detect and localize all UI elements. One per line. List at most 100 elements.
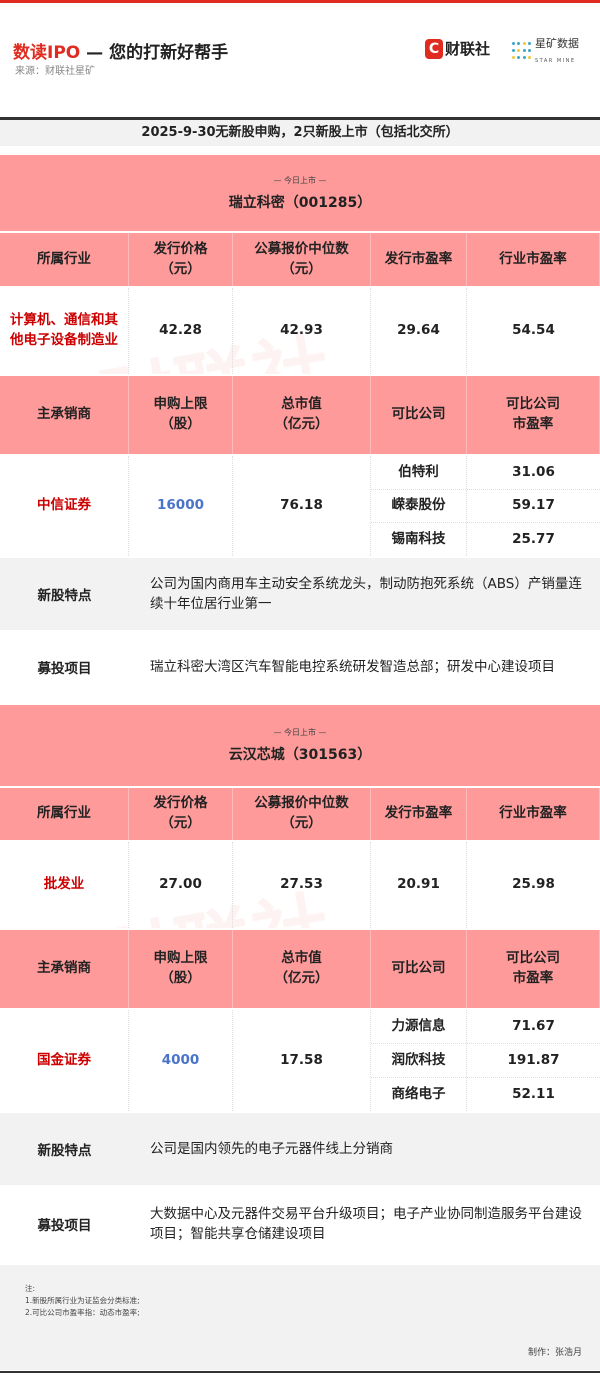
limit-value: 16000 (129, 456, 233, 556)
header-row: 主承销商 申购上限 （股） 总市值 （亿元） 可比公司 可比公司 市盈率 (0, 930, 600, 1010)
projects-row: 募投项目 瑞立科密大湾区汽车智能电控系统研发智造总部；研发中心建设项目 (0, 630, 600, 704)
data-row: 国金证券 4000 17.58 力源信息 71.67 润欣科技 191.87 商络电子 52.1… (0, 1010, 600, 1113)
projects-label: 募投项目 (37, 1218, 92, 1234)
comparable-row: 润欣科技 191.87 (371, 1044, 600, 1078)
header-median: 公募报价中位数 （元） (233, 233, 371, 286)
cls-logo-text: 财联社 (445, 40, 491, 58)
features-label: 新股特点 (37, 1143, 92, 1159)
source-text: 来源：财联社星矿 (15, 66, 95, 77)
header-issue-pe: 发行市盈率 (371, 788, 467, 840)
header-industry-pe: 行业市盈率 (467, 233, 600, 286)
star-mine-text: 星矿数据 (535, 37, 579, 50)
notes-section: 注: 1.新股所属行业为证监会分类标准; 2.可比公司市盈率指：动态市盈率; 制作：… (0, 1265, 600, 1370)
projects-text: 瑞立科密大湾区汽车智能电控系统研发智造总部；研发中心建设项目 (150, 658, 555, 675)
header-mktcap: 总市值 （亿元） (233, 930, 371, 1008)
stock-name: 瑞立科密（001285） (228, 194, 372, 211)
price-value: 27.00 (129, 842, 233, 928)
header-comparable: 可比公司 (371, 930, 467, 1008)
features-label: 新股特点 (37, 588, 92, 604)
comparable-row: 嵘泰股份 59.17 (371, 489, 600, 524)
industry-value: 计算机、通信和其他电子设备制造业 (0, 288, 129, 374)
stock-name: 云汉芯城（301563） (228, 747, 372, 763)
projects-row: 募投项目 大数据中心及元器件交易平台升级项目；电子产业协同制造服务平台建设项目；智… (0, 1185, 600, 1263)
issue-pe-value: 20.91 (371, 842, 467, 928)
data-row: 计算机、通信和其他电子设备制造业 42.28 42.93 29.64 54.54 (0, 288, 600, 376)
header-price: 发行价格 （元） (129, 233, 233, 286)
stock-title-row: — 今日上市 — 云汉芯城（301563） (0, 705, 600, 788)
star-mine-dots-icon (512, 41, 532, 62)
comparable-name: 伯特利 (371, 456, 467, 489)
comparable-row: 力源信息 71.67 (371, 1010, 600, 1044)
maker-credit: 制作：张浩月 (527, 1348, 582, 1358)
note-item: 2.可比公司市盈率指：动态市盈率; (25, 1308, 140, 1317)
comparable-row: 商络电子 52.11 (371, 1078, 600, 1111)
comparable-name: 润欣科技 (371, 1044, 467, 1077)
star-mine-en: STAR MINE (535, 58, 576, 64)
header-industry-pe: 行业市盈率 (467, 788, 600, 840)
comparables: 力源信息 71.67 润欣科技 191.87 商络电子 52.11 (371, 1010, 600, 1111)
comparable-pe: 52.11 (512, 1085, 555, 1102)
industry-pe-value: 54.54 (512, 322, 555, 339)
note-item: 1.新股所属行业为证监会分类标准; (25, 1296, 140, 1305)
listing-tag: — 今日上市 — (273, 728, 327, 737)
header-mktcap: 总市值 （亿元） (233, 376, 371, 454)
comparable-row: 锡南科技 25.77 (371, 523, 600, 557)
header-limit: 申购上限 （股） (129, 376, 233, 454)
features-text: 公司为国内商用车主动安全系统龙头，制动防抱死系统（ABS）产销量连续十年位居行业… (150, 575, 582, 612)
header-industry: 所属行业 (0, 233, 129, 286)
comparable-pe: 191.87 (507, 1051, 560, 1068)
header-issue-pe: 发行市盈率 (371, 233, 467, 286)
listing-tag: — 今日上市 — (273, 175, 327, 185)
data-row: 批发业 27.00 27.53 20.91 25.98 (0, 842, 600, 930)
price-value: 42.28 (129, 288, 233, 374)
header-row: 主承销商 申购上限 （股） 总市值 （亿元） 可比公司 可比公司 市盈率 (0, 376, 600, 456)
summary-banner: 2025-9-30无新股申购，2只新股上市（包括北交所） (0, 120, 600, 146)
underwriter-value: 中信证券 (0, 456, 129, 556)
median-value: 42.93 (233, 288, 371, 374)
comparable-pe: 25.77 (512, 530, 555, 547)
header-comparable: 可比公司 (371, 376, 467, 454)
projects-label: 募投项目 (37, 661, 92, 677)
header-median: 公募报价中位数 （元） (233, 788, 371, 840)
header-price: 发行价格 （元） (129, 788, 233, 840)
star-mine-logo: 星矿数据 STAR MINE (512, 38, 579, 65)
underwriter-value: 国金证券 (0, 1010, 129, 1111)
comparable-pe: 31.06 (512, 463, 555, 480)
comparable-pe: 71.67 (512, 1017, 555, 1034)
comparable-name: 力源信息 (371, 1010, 467, 1043)
comparable-row: 伯特利 31.06 (371, 456, 600, 490)
divider (0, 117, 600, 120)
stock-title-row: — 今日上市 — 瑞立科密（001285） (0, 155, 600, 233)
stock-block: — 今日上市 — 云汉芯城（301563） 所属行业 发行价格 （元） 公募报价中位数… (0, 705, 600, 1263)
divider (0, 1371, 600, 1373)
header-underwriter: 主承销商 (0, 376, 129, 454)
title-tagline: — 您的打新好帮手 (80, 43, 229, 63)
data-row: 中信证券 16000 76.18 伯特利 31.06 嵘泰股份 59.17 锡南科技 25.77 (0, 456, 600, 558)
header-underwriter: 主承销商 (0, 930, 129, 1008)
mktcap-value: 17.58 (233, 1010, 371, 1111)
features-text: 公司是国内领先的电子元器件线上分销商 (150, 1140, 393, 1157)
comparable-name: 嵘泰股份 (371, 489, 467, 523)
cls-logo: C 财联社 (425, 38, 490, 59)
cls-logo-icon: C (425, 38, 443, 59)
median-value: 27.53 (233, 842, 371, 928)
features-row: 新股特点 公司为国内商用车主动安全系统龙头，制动防抱死系统（ABS）产销量连续十年… (0, 558, 600, 630)
header-limit: 申购上限 （股） (129, 930, 233, 1008)
header-row: 所属行业 发行价格 （元） 公募报价中位数 （元） 发行市盈率 行业市盈率 (0, 233, 600, 288)
comparable-pe: 59.17 (512, 497, 555, 514)
page-title: 数读IPO — 您的打新好帮手 (13, 38, 228, 63)
header-industry: 所属行业 (0, 788, 129, 840)
industry-pe-value: 25.98 (512, 876, 555, 893)
issue-pe-value: 29.64 (371, 288, 467, 374)
comparables: 伯特利 31.06 嵘泰股份 59.17 锡南科技 25.77 (371, 456, 600, 557)
header-comparable-pe: 可比公司 市盈率 (467, 930, 600, 1008)
comparable-name: 锡南科技 (371, 523, 467, 557)
projects-text: 大数据中心及元器件交易平台升级项目；电子产业协同制造服务平台建设项目；智能共享仓… (150, 1205, 582, 1242)
limit-value: 4000 (129, 1010, 233, 1111)
stock-block: — 今日上市 — 瑞立科密（001285） 所属行业 发行价格 （元） 公募报价中位数… (0, 155, 600, 704)
header-row: 所属行业 发行价格 （元） 公募报价中位数 （元） 发行市盈率 行业市盈率 (0, 788, 600, 842)
notes-title: 注: (25, 1284, 36, 1293)
mktcap-value: 76.18 (233, 456, 371, 556)
industry-value: 批发业 (0, 842, 129, 928)
header-comparable-pe: 可比公司 市盈率 (467, 376, 600, 454)
